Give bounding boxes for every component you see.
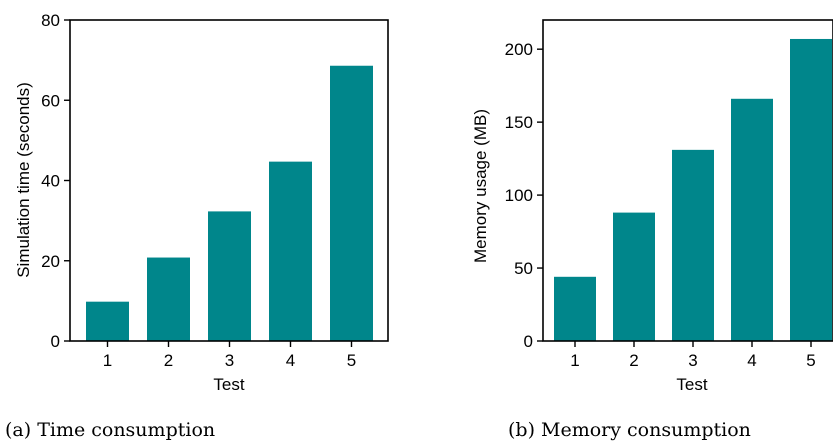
bar-b-5 xyxy=(790,38,832,342)
y-axis-title-a: Simulation time (seconds) xyxy=(14,82,33,278)
x-tick-label-b-3: 3 xyxy=(688,351,697,370)
x-tick-label-b-2: 2 xyxy=(629,351,638,370)
y-tick-label-a-20: 20 xyxy=(41,252,60,271)
caption-b: (b) Memory consumption xyxy=(508,419,751,441)
y-axis-title-b: Memory usage (MB) xyxy=(471,109,490,263)
x-tick-label-b-1: 1 xyxy=(570,351,579,370)
chart-panel-a: 0 20 40 60 80 1 2 3 4 5 Test Simulation time (sec… xyxy=(5,11,389,441)
y-tick-label-a-0: 0 xyxy=(51,332,60,351)
bar-b-1 xyxy=(554,276,596,341)
y-tick-label-b-200: 200 xyxy=(505,40,533,59)
x-tick-label-a-5: 5 xyxy=(347,351,356,370)
x-tick-label-a-3: 3 xyxy=(225,351,234,370)
y-tick-label-b-100: 100 xyxy=(505,186,533,205)
chart-panel-b: 0 50 100 150 200 1 2 3 4 5 Test Memory usage (MB)… xyxy=(471,19,833,441)
y-tick-label-a-40: 40 xyxy=(41,172,60,191)
x-tick-label-a-1: 1 xyxy=(103,351,112,370)
bar-b-2 xyxy=(613,212,655,341)
chart-plot-area-b: 0 50 100 150 200 1 2 3 4 5 xyxy=(505,19,833,370)
y-tick-label-a-60: 60 xyxy=(41,91,60,110)
x-tick-label-a-4: 4 xyxy=(286,351,295,370)
bar-b-3 xyxy=(672,149,714,341)
x-tick-label-b-5: 5 xyxy=(806,351,815,370)
y-tick-label-b-150: 150 xyxy=(505,113,533,132)
chart-plot-area-a: 0 20 40 60 80 1 2 3 4 5 xyxy=(41,11,389,370)
x-axis-title-b: Test xyxy=(676,375,707,394)
bar-a-1 xyxy=(86,301,129,341)
x-axis-title-a: Test xyxy=(213,375,244,394)
y-tick-label-a-80: 80 xyxy=(41,11,60,30)
x-tick-label-b-4: 4 xyxy=(747,351,756,370)
x-tick-label-a-2: 2 xyxy=(164,351,173,370)
bar-a-5 xyxy=(330,65,373,342)
y-tick-label-b-0: 0 xyxy=(524,332,533,351)
caption-a: (a) Time consumption xyxy=(5,419,215,441)
axes-frame-b xyxy=(542,19,833,342)
y-tick-label-b-50: 50 xyxy=(514,259,533,278)
bar-b-4 xyxy=(731,98,773,341)
bar-a-4 xyxy=(269,161,312,341)
bar-a-2 xyxy=(147,257,190,341)
bar-a-3 xyxy=(208,211,251,341)
